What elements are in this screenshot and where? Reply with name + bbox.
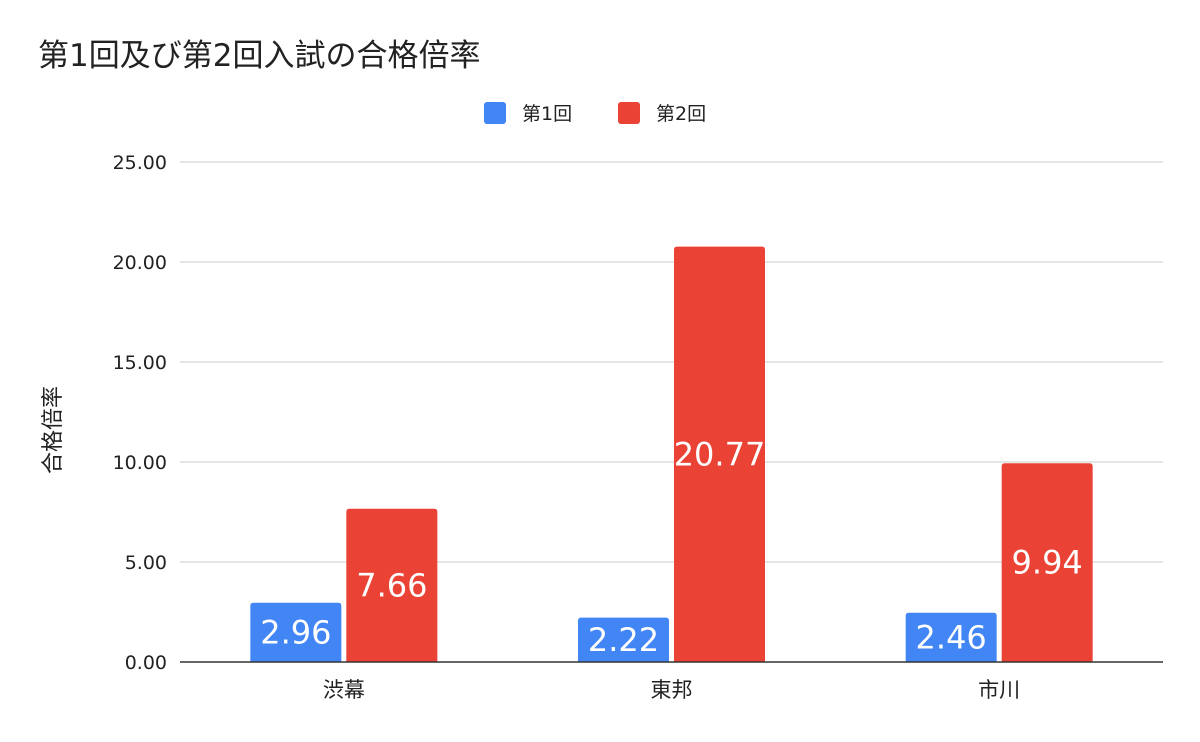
bars bbox=[250, 246, 1093, 662]
bar-1-2 bbox=[578, 617, 669, 662]
y-tick-label: 15.00 bbox=[113, 352, 167, 374]
bar-2-3 bbox=[1001, 463, 1093, 662]
y-tick-label: 10.00 bbox=[113, 452, 167, 474]
legend-label-series-2: 第2回 bbox=[656, 103, 706, 125]
data-label: 20.77 bbox=[674, 435, 766, 473]
bar-2-2 bbox=[674, 246, 765, 662]
y-tick-label: 25.00 bbox=[113, 152, 167, 174]
bar-1-1 bbox=[250, 602, 342, 662]
data-label: 2.46 bbox=[916, 618, 987, 656]
x-category-label: 渋幕 bbox=[323, 678, 365, 702]
legend: 第1回 第2回 bbox=[484, 102, 706, 125]
data-labels: 2.96 7.66 2.22 20.77 2.46 9.94 bbox=[260, 435, 1083, 659]
data-label: 2.22 bbox=[588, 621, 659, 659]
bar-1-3 bbox=[905, 612, 997, 662]
y-tick-label: 5.00 bbox=[125, 552, 167, 574]
x-category-label: 市川 bbox=[978, 678, 1020, 702]
x-category-label: 東邦 bbox=[651, 678, 693, 702]
data-label: 2.96 bbox=[260, 613, 331, 651]
data-label: 7.66 bbox=[356, 566, 427, 604]
x-axis-categories: 渋幕 東邦 市川 bbox=[323, 678, 1020, 702]
y-axis-title: 合格倍率 bbox=[41, 386, 66, 474]
y-tick-label: 0.00 bbox=[125, 652, 167, 674]
y-tick-label: 20.00 bbox=[113, 252, 167, 274]
legend-swatch-series-1 bbox=[484, 102, 506, 124]
gridlines bbox=[180, 161, 1163, 563]
data-label: 9.94 bbox=[1012, 544, 1083, 582]
legend-swatch-series-2 bbox=[618, 102, 640, 124]
legend-label-series-1: 第1回 bbox=[522, 103, 572, 125]
chart-title: 第1回及び第2回入試の合格倍率 bbox=[38, 38, 480, 74]
bar-2-1 bbox=[346, 508, 438, 662]
y-axis-ticks: 0.00 5.00 10.00 15.00 20.00 25.00 bbox=[113, 152, 167, 674]
